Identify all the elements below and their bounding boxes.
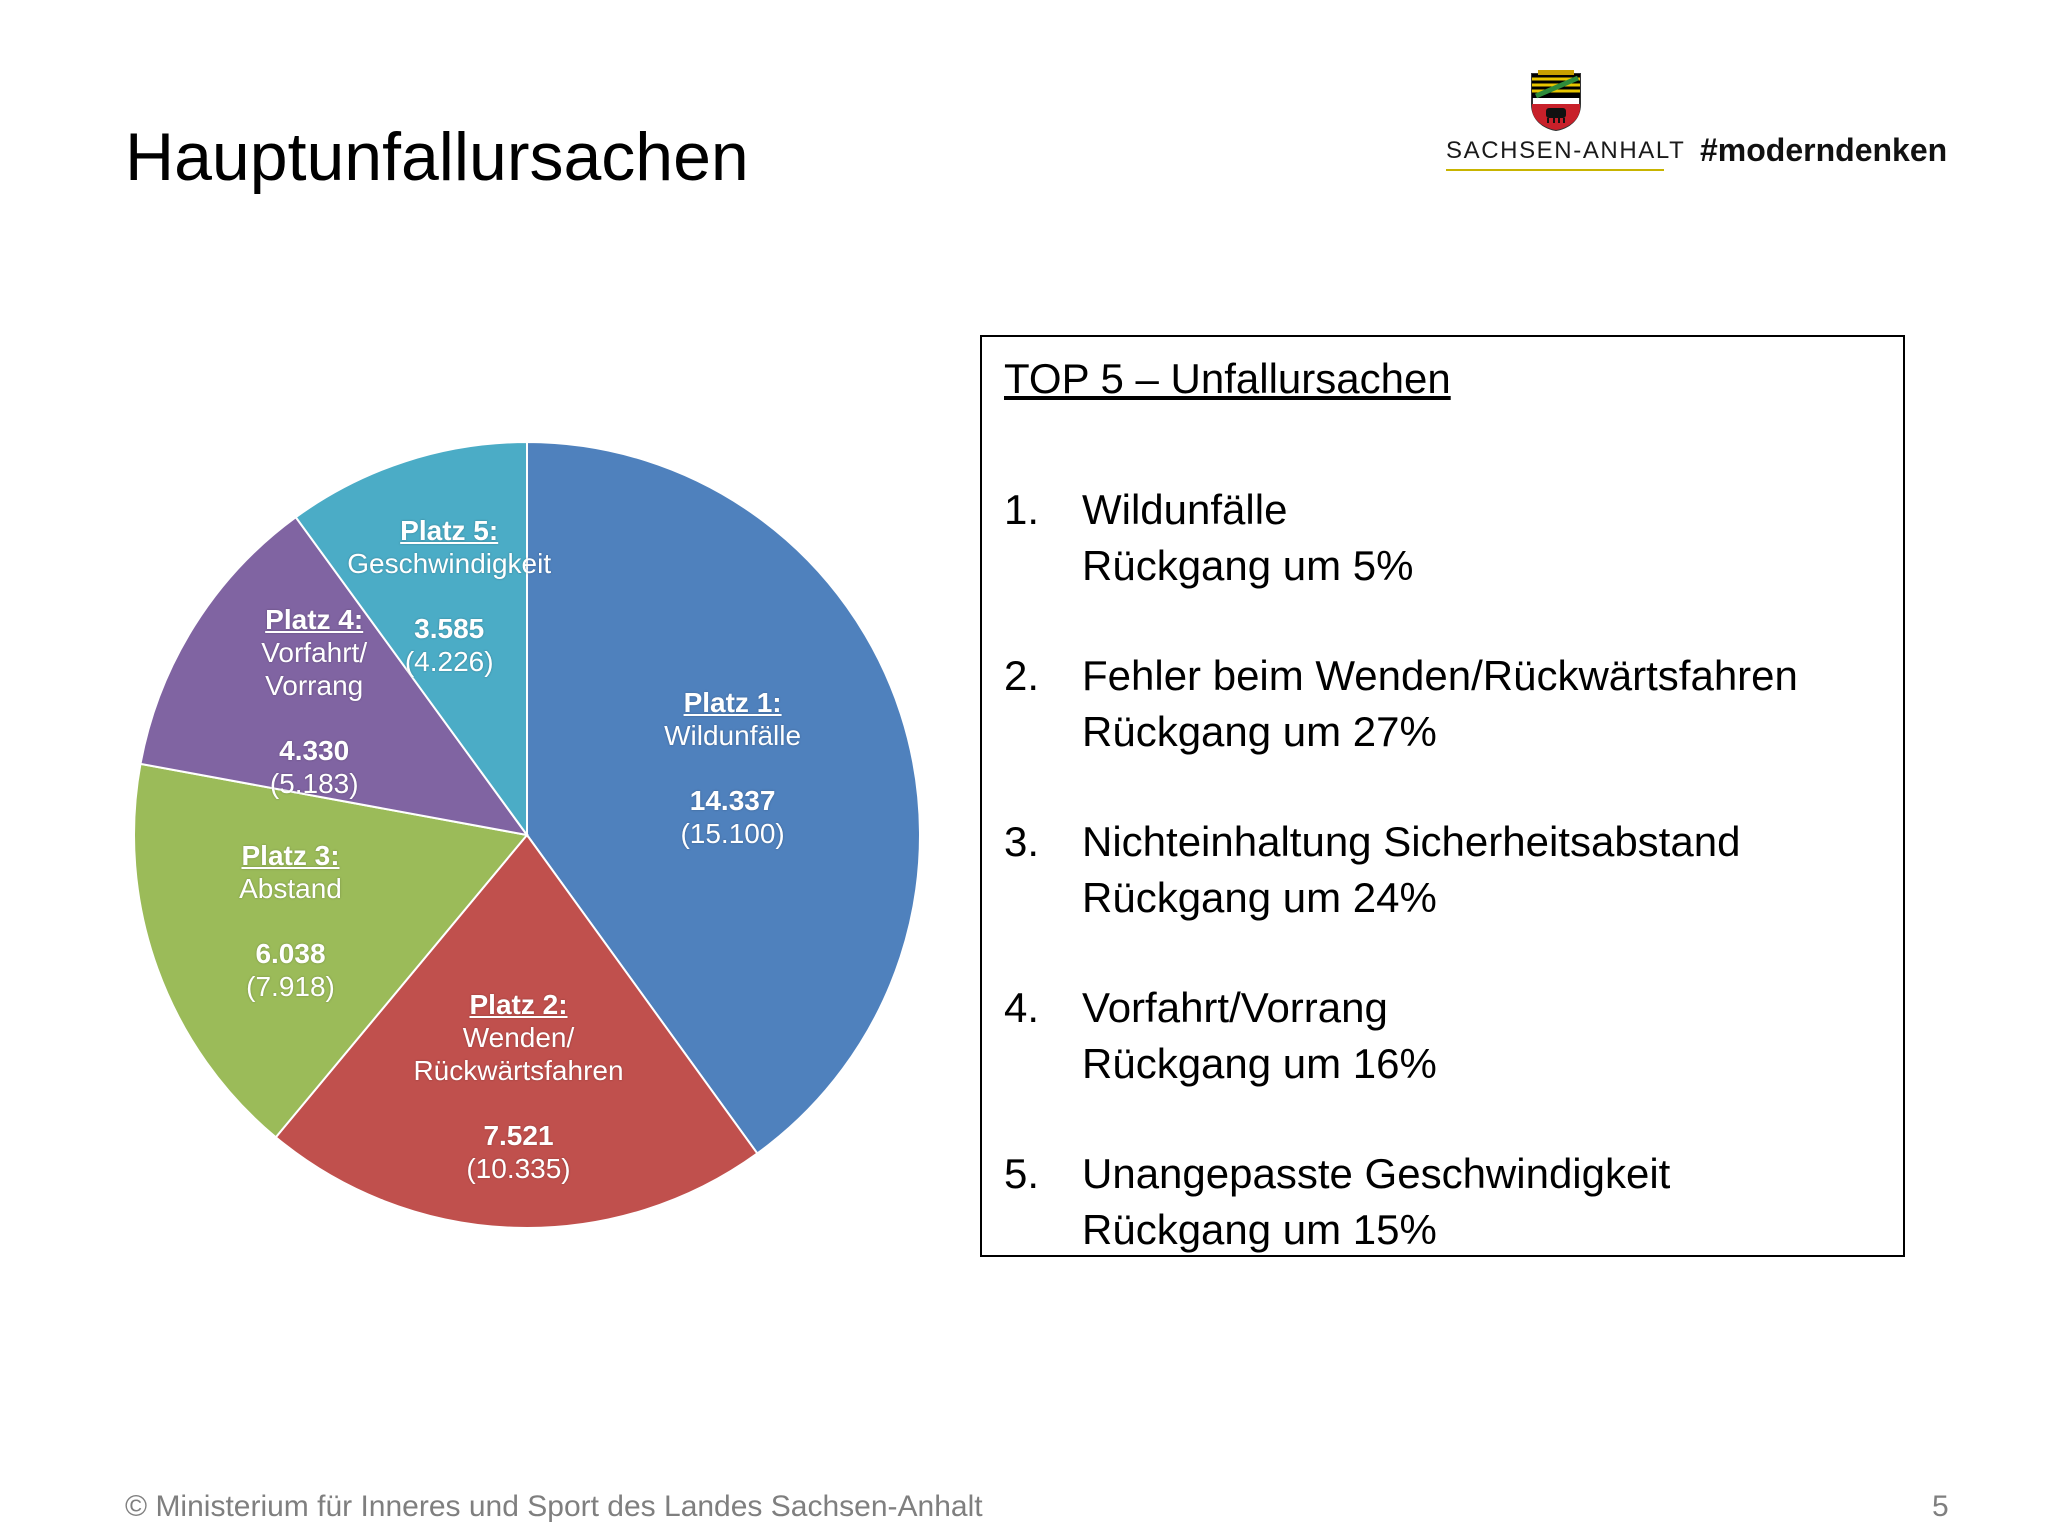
pie-slice (133, 762, 529, 1139)
slice-previous-value: (4.226) (404, 645, 494, 677)
slice-rank: Platz 4: (265, 603, 364, 635)
top5-item-number: 5. (1004, 1150, 1040, 1197)
slice-previous-value: (5.183) (269, 767, 359, 799)
pie-slice-label: Platz 4: Vorfahrt/Vorrang 4.330 (5.183) (261, 603, 367, 800)
top5-item-change: Rückgang um 24% (1082, 874, 1437, 921)
slice-category: Vorfahrt/ (261, 636, 368, 668)
slice-category: Rückwärtsfahren (413, 1054, 624, 1086)
top5-item-number: 1. (1004, 486, 1040, 533)
top5-box: TOP 5 – Unfallursachen 1. Wildunfälle Rü… (980, 335, 1905, 1257)
coat-of-arms-icon (1531, 70, 1581, 132)
top5-item-cause: Wildunfälle (1082, 486, 1288, 533)
slice-value: 7.521 (483, 1119, 554, 1151)
pie-slice (139, 515, 530, 837)
top5-item-change: Rückgang um 27% (1082, 708, 1437, 755)
top5-item-change: Rückgang um 16% (1082, 1040, 1437, 1087)
slice-category: Vorrang (265, 669, 364, 701)
slice-value: 14.337 (689, 785, 776, 817)
page-number: 5 (1932, 1490, 1949, 1523)
slice-rank: Platz 3: (241, 839, 340, 871)
top5-item-cause: Fehler beim Wenden/Rückwärtsfahren (1082, 652, 1798, 699)
slice-value: 6.038 (255, 937, 326, 969)
slice-value: 4.330 (279, 734, 350, 766)
top5-item-cause: Nichteinhaltung Sicherheitsabstand (1082, 818, 1741, 865)
pie-chart (133, 440, 921, 1229)
top5-item-change: Rückgang um 15% (1082, 1206, 1437, 1253)
slice-category: Wenden/ (462, 1021, 575, 1053)
slice-previous-value: (7.918) (246, 970, 335, 1002)
hashtag-slogan: #moderndenken (1700, 132, 1948, 168)
label-gap (239, 905, 342, 937)
slide-title: Hauptunfallursachen (125, 119, 749, 195)
pie-slice (526, 440, 921, 1155)
label-gap (261, 702, 367, 734)
logo-underline (1446, 169, 1664, 171)
slice-rank: Platz 2: (469, 988, 568, 1020)
pie-slice-label: Platz 2: Wenden/Rückwärtsfahren 7.521 (10.3… (413, 988, 623, 1185)
top5-item-number: 3. (1004, 818, 1040, 865)
pie-slice (294, 440, 528, 839)
top5-item-number: 2. (1004, 652, 1040, 699)
slice-value: 3.585 (414, 612, 485, 644)
footer-copyright: © Ministerium für Inneres und Sport des … (125, 1490, 983, 1523)
slice-category: Wildunfälle (664, 720, 802, 752)
slice-rank: Platz 1: (683, 687, 782, 719)
state-logo-text: SACHSEN-ANHALT (1446, 137, 1686, 164)
top5-item-cause: Vorfahrt/Vorrang (1082, 984, 1388, 1031)
slice-previous-value: (10.335) (466, 1152, 571, 1184)
label-gap (413, 1087, 623, 1119)
pie-slice-label: Platz 1: Wildunfälle 14.337 (15.100) (664, 686, 801, 850)
top5-item-number: 4. (1004, 984, 1040, 1031)
pie-slice-label: Platz 3: Abstand 6.038 (7.918) (239, 839, 342, 1003)
top5-heading: TOP 5 – Unfallursachen (1004, 355, 1451, 402)
pie-slice (274, 833, 759, 1229)
top5-item-change: Rückgang um 5% (1082, 542, 1414, 589)
slice-category: Abstand (239, 872, 342, 904)
label-gap (664, 752, 801, 784)
pie-slice-label: Platz 5: Geschwindigkeit 3.585 (4.226) (347, 514, 551, 678)
top5-item-cause: Unangepasste Geschwindigkeit (1082, 1150, 1671, 1197)
label-gap (347, 580, 551, 612)
slice-rank: Platz 5: (400, 514, 499, 546)
slice-category: Geschwindigkeit (347, 547, 552, 579)
slice-previous-value: (15.100) (680, 818, 785, 850)
